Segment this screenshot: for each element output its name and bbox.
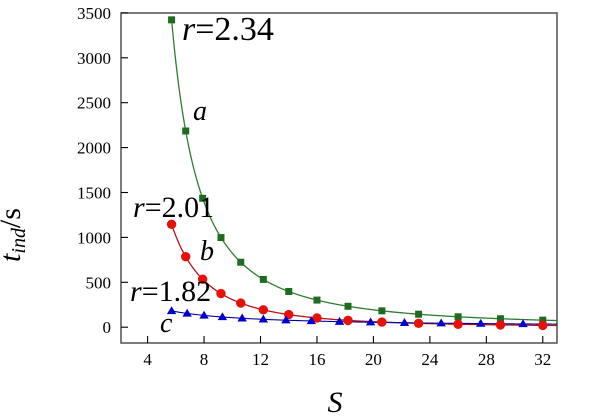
svg-text:2500: 2500 — [77, 94, 111, 113]
svg-text:20: 20 — [365, 350, 382, 369]
svg-text:32: 32 — [534, 350, 551, 369]
svg-text:1500: 1500 — [77, 184, 111, 203]
svg-text:3000: 3000 — [77, 49, 111, 68]
svg-text:0: 0 — [103, 318, 112, 337]
svg-text:a: a — [193, 96, 207, 127]
svg-text:4: 4 — [143, 350, 152, 369]
svg-text:2000: 2000 — [77, 139, 111, 158]
svg-text:16: 16 — [308, 350, 325, 369]
svg-text:1000: 1000 — [77, 228, 111, 247]
svg-text:8: 8 — [200, 350, 209, 369]
svg-text:24: 24 — [421, 350, 439, 369]
svg-text:12: 12 — [252, 350, 269, 369]
svg-text:3500: 3500 — [77, 4, 111, 23]
svg-text:500: 500 — [86, 273, 112, 292]
svg-text:b: b — [200, 236, 214, 267]
svg-text:c: c — [160, 308, 173, 339]
svg-text:tind/s: tind/s — [0, 208, 30, 262]
svg-text:28: 28 — [478, 350, 495, 369]
svg-text:r=2.34: r=2.34 — [182, 11, 274, 48]
svg-text:S: S — [328, 386, 343, 418]
svg-text:r=1.82: r=1.82 — [130, 275, 211, 308]
svg-text:r=2.01: r=2.01 — [133, 191, 214, 224]
